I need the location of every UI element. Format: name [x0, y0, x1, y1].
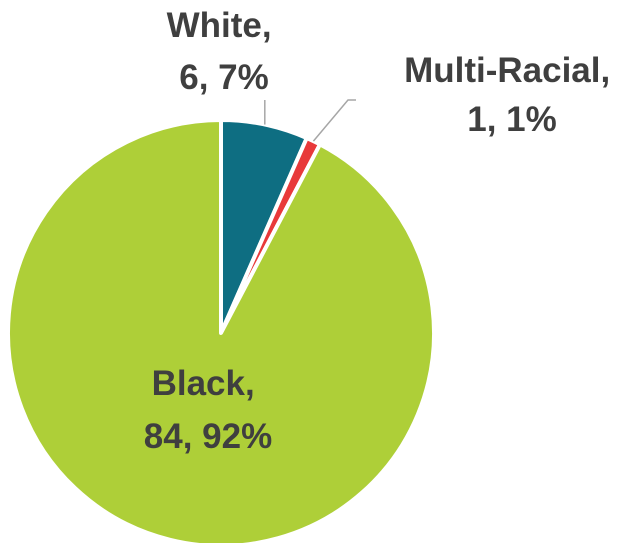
data-label-multi-racial-line2: 1, 1%: [467, 100, 557, 139]
data-label-black-line2: 84, 92%: [144, 417, 272, 456]
data-label-black: Black, 84, 92%: [144, 364, 272, 456]
data-label-multi-racial: Multi-Racial, 1, 1%: [404, 51, 620, 139]
leader-lines: [264, 99, 356, 142]
pie-slice-black: [6, 118, 436, 543]
data-label-white: White, 6, 7%: [167, 6, 282, 97]
leader-line-multi-racial: [312, 99, 356, 142]
data-label-white-line2: 6, 7%: [179, 58, 269, 97]
data-label-multi-racial-line1: Multi-Racial,: [404, 51, 610, 90]
pie-slices: [6, 118, 436, 543]
data-labels: White, 6, 7% Multi-Racial, 1, 1% Black, …: [144, 6, 620, 456]
data-label-white-line1: White,: [167, 6, 272, 45]
data-label-black-line1: Black,: [152, 364, 255, 403]
